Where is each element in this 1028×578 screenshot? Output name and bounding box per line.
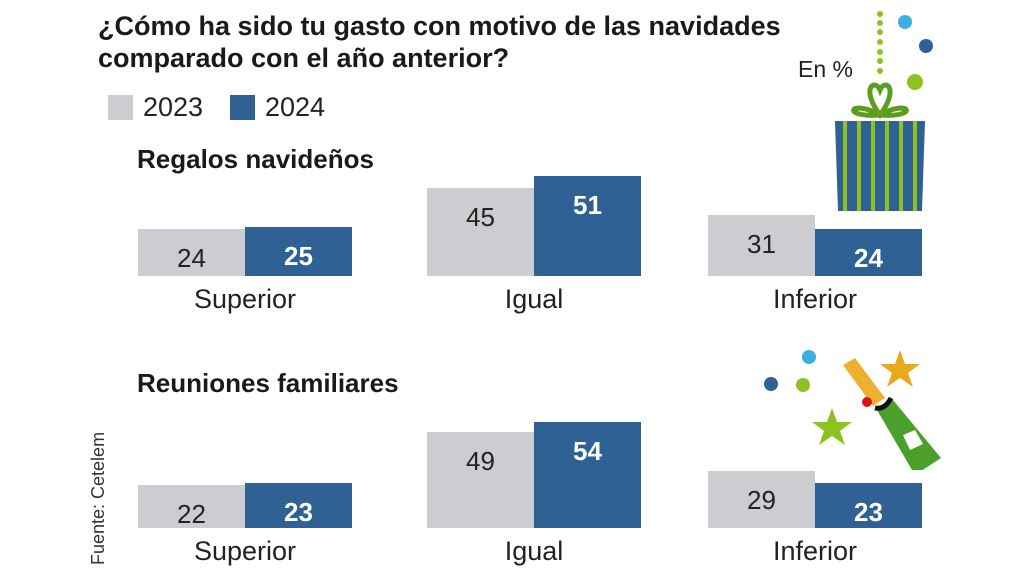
bar-2023 <box>708 471 815 528</box>
source-note: Fuente: Cetelem <box>88 431 108 565</box>
bar-2024 <box>815 482 922 528</box>
category-label: Superior <box>193 536 297 566</box>
data-label-2024: 24 <box>854 242 883 273</box>
chart-title: ¿Cómo ha sido tu gasto con motivo de las… <box>98 10 781 74</box>
legend-2023: 2023 <box>108 92 203 123</box>
bar-2023 <box>138 484 245 528</box>
bar-2024 <box>245 227 352 276</box>
title-line-2: comparado con el año anterior? <box>98 43 510 73</box>
data-label-2024: 54 <box>573 436 602 467</box>
category-label: Igual <box>504 536 564 566</box>
bar-2023 <box>138 228 245 276</box>
category-label: Superior <box>193 284 297 314</box>
bar-2023 <box>427 187 534 276</box>
bar-2024 <box>815 228 922 276</box>
category-label: Igual <box>504 284 564 314</box>
data-label-2024: 23 <box>854 496 883 527</box>
champagne-icon <box>764 350 941 470</box>
data-label-2023: 45 <box>466 201 495 232</box>
data-label-2023: 29 <box>747 485 776 516</box>
section-title-gatherings: Reuniones familiares <box>137 368 399 398</box>
bar-2024 <box>534 422 641 528</box>
category-label: Inferior <box>772 536 858 566</box>
data-label-2023: 22 <box>177 498 206 529</box>
legend-2024: 2024 <box>230 92 325 123</box>
bar-2023 <box>708 215 815 276</box>
bar-2024 <box>534 176 641 276</box>
data-label-2023: 49 <box>466 445 495 476</box>
unit-label: En % <box>798 56 853 82</box>
data-label-2024: 51 <box>573 190 602 221</box>
data-label-2024: 25 <box>284 241 313 271</box>
data-label-2024: 23 <box>284 496 313 527</box>
bar-2024 <box>245 482 352 528</box>
category-label: Inferior <box>772 284 858 314</box>
section-title-gifts: Regalos navideños <box>137 144 374 174</box>
gift-icon <box>835 11 933 211</box>
data-label-2023: 24 <box>177 242 206 273</box>
title-line-1: ¿Cómo ha sido tu gasto con motivo de las… <box>98 11 781 41</box>
data-label-2023: 31 <box>747 229 776 260</box>
bar-2023 <box>427 431 534 528</box>
